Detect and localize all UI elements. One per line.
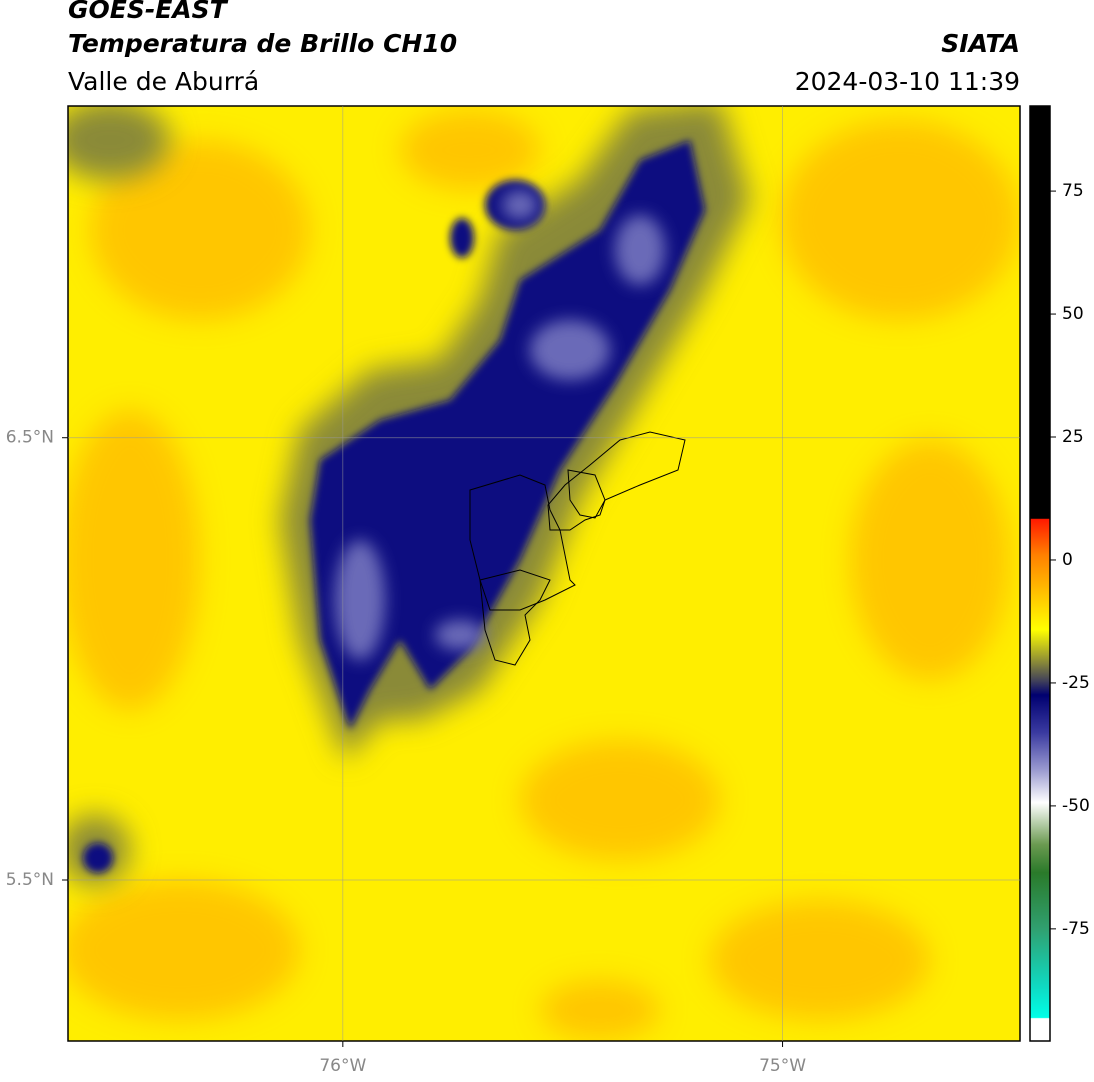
colorbar-tick-label: 75 xyxy=(1062,181,1084,201)
title: GOES-EAST xyxy=(68,0,229,24)
subtitle: Temperatura de Brillo CH10 xyxy=(68,29,457,58)
colorbar-tick-label: -25 xyxy=(1062,673,1090,693)
map-frame xyxy=(67,105,1021,1042)
colorbar-tick-label: -75 xyxy=(1062,919,1090,939)
region: Valle de Aburrá xyxy=(68,67,259,96)
x-tick-label: 75°W xyxy=(759,1056,806,1076)
colorbar-tick-label: 25 xyxy=(1062,427,1084,447)
map-image xyxy=(68,106,1020,1041)
source: SIATA xyxy=(941,29,1020,58)
y-tick-label: 5.5°N xyxy=(6,870,54,890)
x-tick-label: 76°W xyxy=(319,1056,366,1076)
colorbar-tick-label: 0 xyxy=(1062,550,1073,570)
datetime: 2024-03-10 11:39 xyxy=(795,67,1020,96)
y-tick-label: 6.5°N xyxy=(6,428,54,448)
colorbar-tick-label: -50 xyxy=(1062,796,1090,816)
colorbar-tick-label: 50 xyxy=(1062,304,1084,324)
colorbar xyxy=(1029,105,1051,1042)
